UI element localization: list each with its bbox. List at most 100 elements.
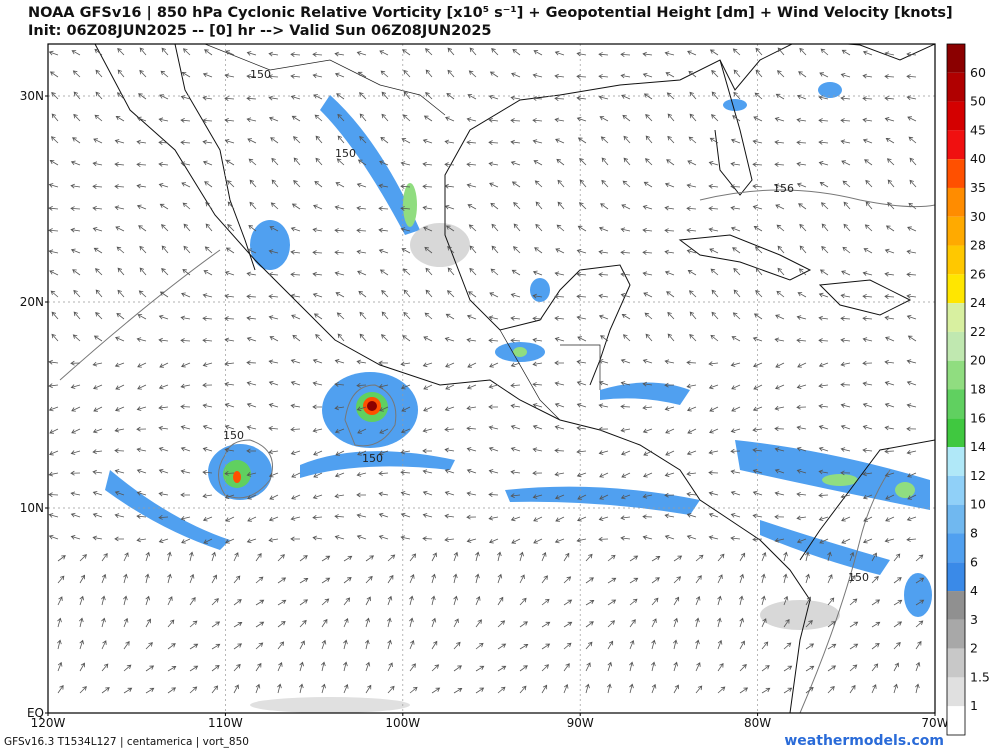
wind-arrow	[708, 183, 719, 189]
wind-arrow	[202, 382, 213, 388]
wind-arrow	[798, 203, 807, 210]
wind-arrow	[909, 179, 917, 188]
wind-arrow	[268, 51, 279, 57]
wind-arrow	[862, 316, 873, 321]
wind-arrow	[224, 381, 235, 387]
wind-arrow	[708, 227, 719, 233]
wind-arrow	[468, 291, 477, 298]
wind-arrow	[447, 267, 455, 276]
wind-arrow	[576, 537, 587, 543]
wind-arrow	[313, 472, 323, 478]
wind-arrow	[774, 162, 785, 167]
colorbar-swatch	[947, 303, 965, 332]
wind-arrow	[908, 136, 917, 144]
wind-arrow	[466, 162, 477, 167]
wind-arrow	[79, 574, 86, 584]
colorbar-swatch	[947, 418, 965, 448]
wind-arrow	[510, 469, 521, 475]
wind-arrow	[70, 535, 81, 540]
wind-arrow	[799, 223, 807, 232]
wind-arrow	[204, 246, 213, 254]
wind-arrow	[732, 48, 741, 56]
wind-arrow	[93, 247, 103, 254]
colorbar-label: 12	[970, 468, 986, 483]
wind-arrow	[431, 664, 440, 672]
wind-arrow	[871, 621, 881, 628]
wind-arrow	[871, 643, 880, 650]
wind-arrow	[246, 425, 257, 430]
wind-arrow	[607, 554, 616, 562]
wind-arrow	[180, 161, 191, 167]
wind-arrow	[136, 491, 147, 496]
wind-arrow	[651, 683, 657, 694]
wind-arrow	[621, 204, 631, 210]
wind-arrow	[805, 573, 811, 584]
wind-arrow	[600, 335, 609, 342]
colorbar-label: 22	[970, 324, 986, 339]
wind-arrow	[48, 534, 59, 540]
wind-arrow	[642, 271, 653, 277]
wind-arrow	[291, 115, 301, 122]
wind-arrow	[798, 268, 807, 276]
wind-arrow	[290, 516, 301, 521]
wind-arrow	[533, 160, 543, 166]
wind-arrow	[796, 491, 807, 497]
colorbar-swatch	[947, 706, 965, 735]
colorbar-swatch	[947, 360, 965, 390]
wind-arrow	[114, 490, 125, 496]
wind-arrow	[689, 311, 697, 320]
wind-arrow	[598, 359, 609, 364]
wind-arrow	[511, 181, 521, 188]
footer-model: GFSv16.3 T1534L127 | centamerica | vort_…	[4, 736, 249, 748]
wind-arrow	[563, 576, 572, 584]
wind-arrow	[409, 663, 416, 672]
wind-arrow	[686, 406, 697, 412]
wind-arrow	[387, 554, 396, 562]
wind-arrow	[761, 641, 769, 650]
wind-arrow	[181, 182, 191, 188]
wind-arrow	[607, 577, 617, 584]
wind-arrow	[840, 470, 851, 476]
wind-arrow	[71, 50, 81, 56]
wind-arrow	[730, 226, 741, 232]
wind-arrow	[246, 336, 257, 342]
wind-arrow	[51, 91, 59, 100]
wind-arrow	[183, 245, 191, 254]
wind-arrow	[753, 225, 763, 232]
wind-arrow	[664, 228, 675, 233]
wind-arrow	[819, 181, 829, 188]
wind-arrow	[563, 599, 573, 606]
wind-arrow	[796, 161, 807, 167]
wind-arrow	[488, 161, 499, 167]
wind-arrow	[664, 492, 675, 498]
wind-arrow	[774, 514, 785, 520]
wind-arrow	[321, 577, 331, 584]
wind-arrow	[563, 621, 573, 628]
wind-arrow	[227, 180, 235, 188]
wind-arrow	[117, 47, 125, 56]
wind-arrow	[642, 205, 653, 210]
wind-arrow	[378, 534, 389, 540]
wind-arrow	[400, 491, 411, 496]
wind-arrow	[554, 96, 565, 101]
wind-arrow	[489, 362, 499, 368]
wind-arrow	[907, 226, 917, 232]
wind-arrow	[343, 683, 349, 694]
wind-arrow	[246, 271, 257, 277]
wind-arrow	[387, 595, 393, 606]
wind-arrow	[123, 573, 128, 584]
wind-arrow	[255, 599, 265, 606]
wind-arrow	[841, 538, 851, 544]
wind-arrow	[598, 450, 609, 455]
wind-arrow	[651, 618, 657, 628]
wind-arrow	[202, 72, 213, 78]
wind-arrow	[211, 574, 217, 584]
wind-arrow	[645, 113, 653, 122]
wind-arrow	[312, 250, 323, 255]
wind-arrow	[490, 268, 499, 276]
wind-arrow	[159, 94, 169, 100]
colorbar-label: 1.5	[970, 669, 990, 684]
wind-arrow	[491, 245, 499, 254]
wind-arrow	[343, 661, 348, 672]
wind-arrow	[136, 514, 147, 519]
